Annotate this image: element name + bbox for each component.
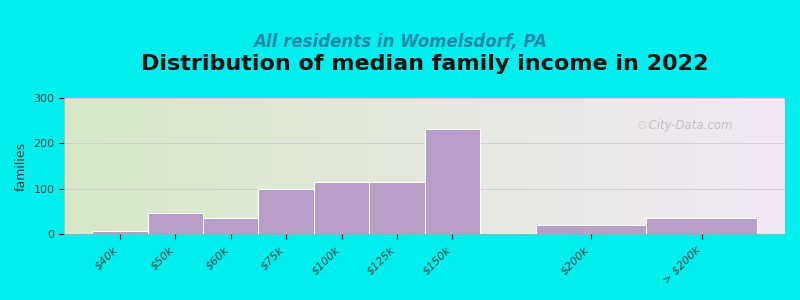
Text: All residents in Womelsdorf, PA: All residents in Womelsdorf, PA [253, 33, 547, 51]
Bar [425, 129, 480, 234]
Title: Distribution of median family income in 2022: Distribution of median family income in … [141, 54, 708, 74]
Text: ⊙: ⊙ [638, 118, 648, 132]
Bar [258, 189, 314, 234]
Bar [314, 182, 370, 234]
Bar [370, 182, 425, 234]
Bar [92, 231, 147, 234]
Bar [535, 225, 646, 234]
Bar [147, 213, 203, 234]
Text: City-Data.com: City-Data.com [641, 118, 733, 132]
Y-axis label: families: families [15, 142, 28, 190]
Bar [646, 218, 758, 234]
Bar [203, 218, 258, 234]
